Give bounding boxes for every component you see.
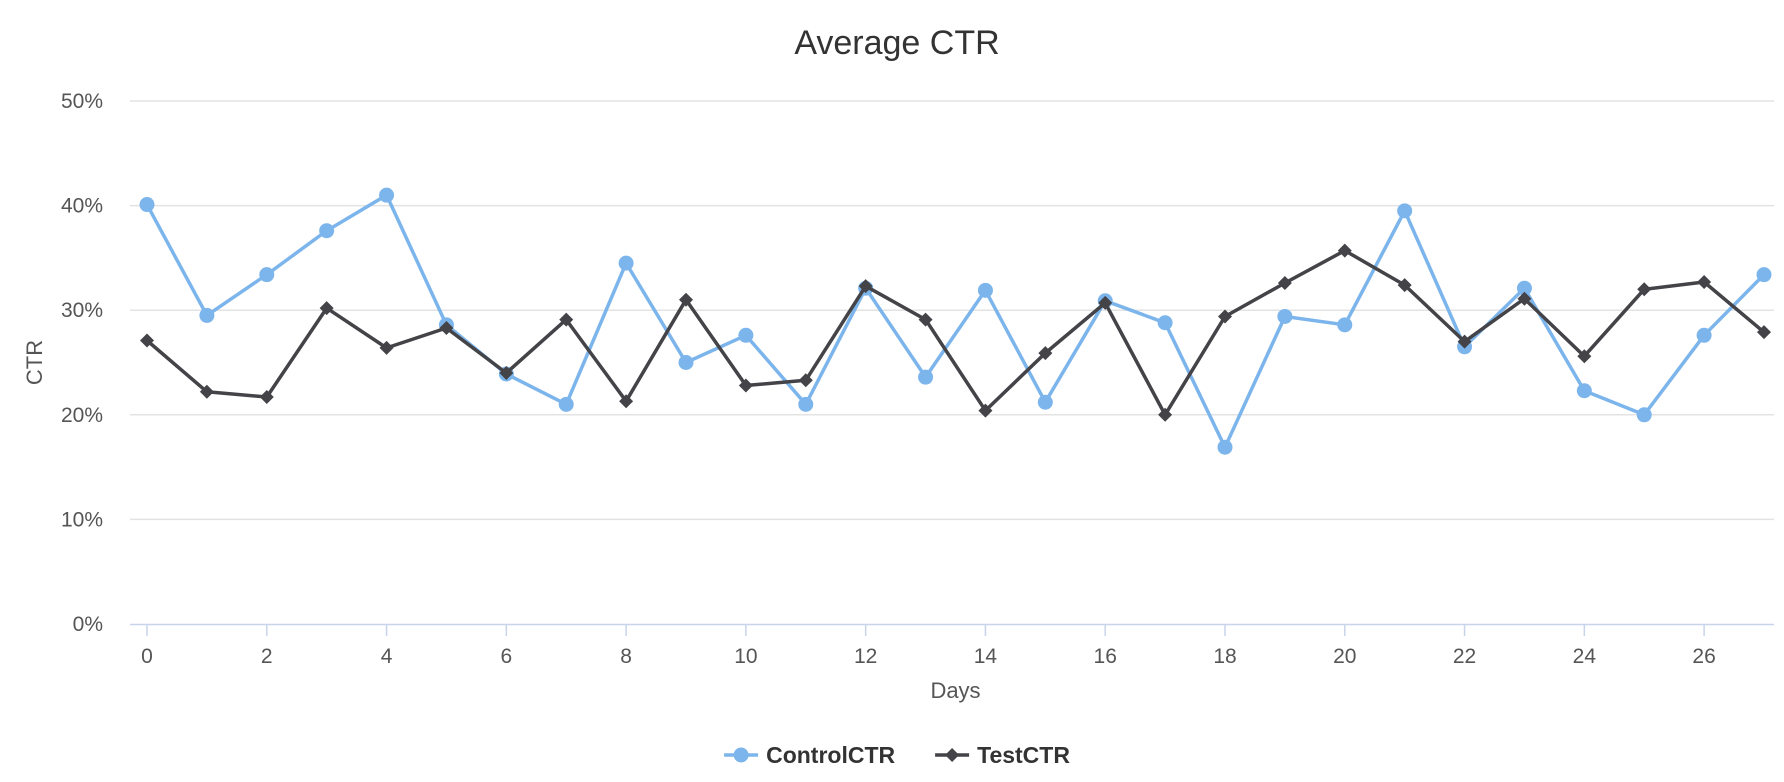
data-point <box>1457 334 1472 349</box>
legend-marker <box>945 748 960 762</box>
data-point <box>1516 280 1532 296</box>
data-point <box>1277 308 1293 324</box>
y-axis-label: CTR <box>22 340 47 385</box>
data-point <box>1397 203 1413 219</box>
data-point <box>1577 349 1592 364</box>
series-TestCTR <box>140 243 1771 422</box>
data-point <box>1636 407 1652 423</box>
data-point <box>738 378 753 393</box>
data-point <box>978 403 993 418</box>
data-point <box>199 307 215 323</box>
series-line <box>145 248 1766 417</box>
x-tick-label: 22 <box>1453 645 1476 668</box>
data-point <box>619 394 634 409</box>
data-point <box>858 279 873 294</box>
series-ControlCTR <box>139 187 1772 455</box>
data-point <box>977 282 993 298</box>
data-point <box>1576 383 1592 399</box>
data-point <box>679 292 693 307</box>
x-axis-label: Days <box>930 678 980 703</box>
data-point <box>1157 315 1173 331</box>
x-tick-label: 8 <box>620 645 632 668</box>
data-point <box>918 369 934 385</box>
data-point <box>1158 407 1173 422</box>
x-tick-label: 14 <box>974 645 998 668</box>
x-tick-label: 6 <box>500 645 512 668</box>
x-tick-label: 16 <box>1094 645 1117 668</box>
data-point <box>1038 346 1053 361</box>
data-point <box>139 197 155 213</box>
legend-marker <box>733 747 749 763</box>
x-tick-label: 18 <box>1213 645 1236 668</box>
legend: ControlCTR TestCTR <box>724 742 1070 768</box>
data-point <box>678 355 694 370</box>
data-point <box>140 333 154 348</box>
data-point <box>559 312 574 327</box>
x-tick-label: 2 <box>261 645 273 668</box>
data-point <box>1098 295 1113 310</box>
legend-item[interactable]: ControlCTR <box>724 742 896 768</box>
data-point <box>738 327 754 343</box>
x-tick-label: 10 <box>734 645 757 668</box>
series-layer <box>139 187 1772 455</box>
x-axis-ticks: 0 2 4 6 8 10 12 14 16 18 20 22 24 26 <box>141 624 1716 668</box>
data-point <box>1517 291 1532 306</box>
data-point <box>1696 327 1712 343</box>
data-point <box>1277 276 1292 291</box>
data-point <box>379 340 394 355</box>
y-tick-label: 0% <box>73 613 103 636</box>
data-point <box>1756 267 1772 283</box>
x-tick-label: 26 <box>1692 645 1715 668</box>
y-tick-label: 30% <box>61 299 103 322</box>
gridlines <box>130 100 1774 521</box>
data-point <box>1697 274 1712 289</box>
x-tick-label: 12 <box>854 645 877 668</box>
legend-item[interactable]: TestCTR <box>935 742 1070 768</box>
x-tick-label: 0 <box>141 645 153 668</box>
data-point <box>1337 243 1352 258</box>
data-point <box>798 396 814 412</box>
data-point <box>1337 317 1353 333</box>
data-point <box>1218 309 1232 324</box>
data-point <box>319 301 334 316</box>
data-point <box>259 390 274 405</box>
data-point <box>1397 278 1412 293</box>
y-tick-label: 40% <box>61 195 103 218</box>
data-point <box>439 320 454 335</box>
x-tick-label: 24 <box>1573 645 1597 668</box>
data-point <box>558 396 574 412</box>
y-tick-label: 20% <box>61 404 103 427</box>
data-point <box>918 312 933 327</box>
data-point <box>618 255 634 271</box>
data-point <box>1037 394 1053 410</box>
legend-label: ControlCTR <box>766 742 895 768</box>
data-point <box>319 223 335 239</box>
data-point <box>379 187 395 203</box>
series-line <box>145 193 1766 449</box>
data-point <box>199 384 214 399</box>
data-point <box>1637 282 1652 297</box>
data-point <box>259 267 275 283</box>
x-tick-label: 4 <box>381 645 393 668</box>
data-point <box>499 365 514 380</box>
data-point <box>1217 439 1233 455</box>
data-point <box>1757 325 1771 340</box>
y-axis-ticks: 0% 10% 20% 30% 40% 50% <box>61 90 103 636</box>
x-tick-label: 20 <box>1333 645 1356 668</box>
y-tick-label: 10% <box>61 508 103 531</box>
y-tick-label: 50% <box>61 90 103 113</box>
legend-label: TestCTR <box>977 742 1070 768</box>
data-point <box>798 373 813 388</box>
chart-title: Average CTR <box>794 24 999 62</box>
